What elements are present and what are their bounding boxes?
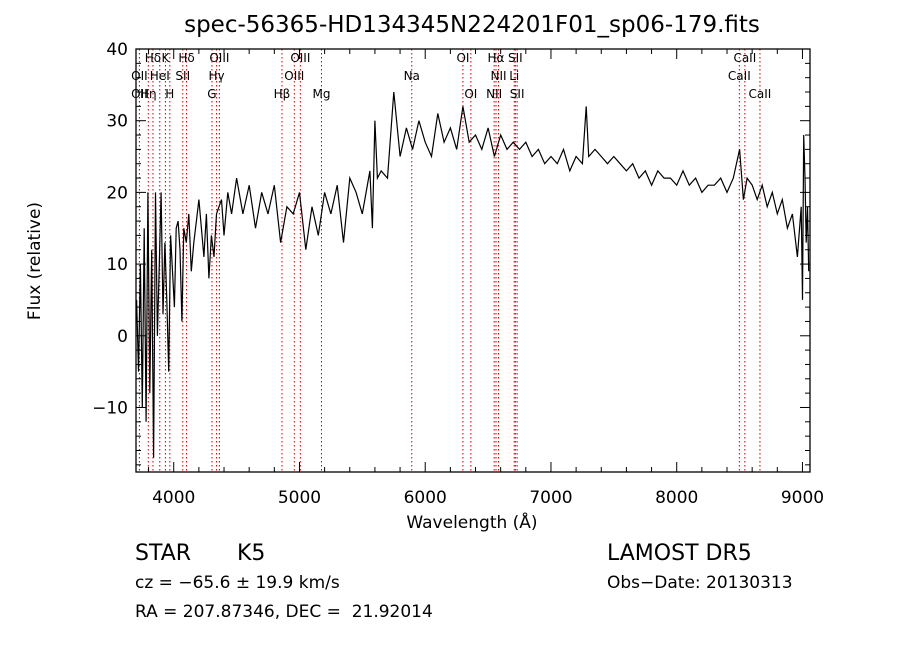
obs-date: Obs−Date: 20130313 <box>607 573 793 593</box>
line-label-4: OIII <box>290 51 310 65</box>
y-tick-label: 20 <box>106 183 128 203</box>
line-label-23: Mg <box>312 87 330 101</box>
line-label-25: NII <box>486 87 502 101</box>
y-tick-label: 0 <box>117 327 128 347</box>
line-label-11: SII <box>175 69 190 83</box>
spectrum-line <box>136 91 810 458</box>
chart-title: spec-56365-HD134345N224201F01_sp06-179.f… <box>184 12 760 38</box>
survey-name: LAMOST DR5 <box>607 541 752 566</box>
x-tick-label: 6000 <box>404 488 447 508</box>
line-label-20: H <box>165 87 174 101</box>
y-tick-label: 30 <box>106 112 128 132</box>
object-class: STAR <box>135 541 192 566</box>
y-tick-label: 10 <box>106 255 128 275</box>
x-tick-label: 4000 <box>152 488 195 508</box>
emission-line-markers <box>138 49 761 472</box>
line-label-9: OII <box>131 69 148 83</box>
line-label-17: CaII <box>728 69 751 83</box>
line-label-5: OI <box>456 51 469 65</box>
y-axis-ticks: −10 0 10 20 30 40 <box>92 40 810 466</box>
line-label-27: CaII <box>749 87 772 101</box>
line-label-15: NII <box>490 69 506 83</box>
line-label-13: OIII <box>284 69 304 83</box>
line-label-21: G <box>207 87 216 101</box>
line-label-26: SII <box>510 87 525 101</box>
y-tick-label: 40 <box>106 40 128 60</box>
line-label-3: OIII <box>209 51 229 65</box>
line-label-0: Hδ <box>145 51 161 65</box>
x-tick-label: 7000 <box>529 488 572 508</box>
line-label-14: Na <box>404 69 420 83</box>
x-tick-label: 5000 <box>278 488 321 508</box>
x-axis-ticks: 4000 5000 6000 7000 8000 9000 <box>148 49 824 508</box>
y-tick-label: −10 <box>92 398 128 418</box>
line-label-24: OI <box>464 87 477 101</box>
line-label-12: Hγ <box>209 69 225 83</box>
redshift-text: cz = −65.6 ± 19.9 km/s <box>135 573 340 593</box>
line-label-18: OII <box>131 87 148 101</box>
line-label-19: Hη <box>140 87 157 101</box>
line-label-8: CaII <box>733 51 756 65</box>
line-label-7: SII <box>508 51 523 65</box>
coordinates-text: RA = 207.87346, DEC = 21.92014 <box>135 602 433 622</box>
x-tick-label: 9000 <box>781 488 824 508</box>
line-label-6: Hα <box>488 51 505 65</box>
line-label-1: K <box>161 51 170 65</box>
object-subclass: K5 <box>237 541 266 566</box>
x-tick-label: 8000 <box>655 488 698 508</box>
y-axis-label: Flux (relative) <box>25 202 45 320</box>
line-label-22: Hβ <box>274 87 291 101</box>
x-axis-label: Wavelength (Å) <box>406 511 537 533</box>
line-label-10: HeI <box>150 69 170 83</box>
line-label-2: Hδ <box>178 51 194 65</box>
line-label-16: Li <box>509 69 519 83</box>
plot-frame <box>135 48 811 473</box>
